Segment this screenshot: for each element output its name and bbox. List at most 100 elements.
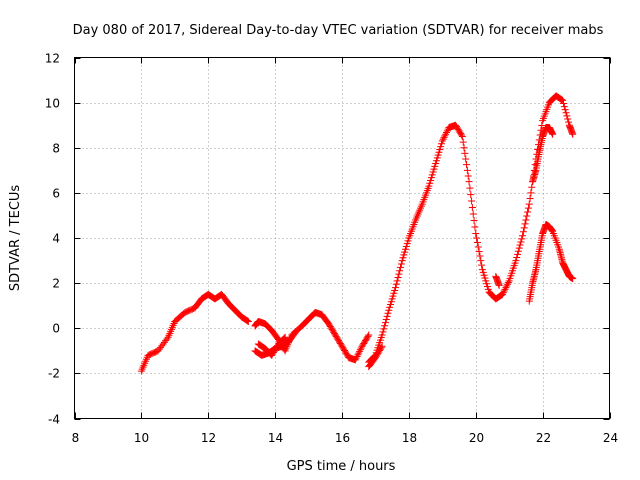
data-point (471, 223, 479, 231)
data-point (356, 347, 364, 355)
data-point (442, 130, 450, 138)
data-point (467, 191, 475, 199)
grid-lines (74, 57, 610, 419)
data-point (499, 289, 507, 297)
data-point (528, 183, 536, 191)
x-tick-label: 8 (72, 431, 80, 445)
data-point (461, 149, 469, 157)
y-axis-label: SDTVAR / TECUs (8, 185, 23, 292)
data-point (355, 349, 363, 357)
data-point (504, 280, 512, 288)
data-point (279, 335, 287, 343)
data-point (562, 109, 570, 117)
data-point (527, 189, 535, 197)
data-point (477, 257, 485, 265)
data-point (291, 329, 299, 337)
data-point (561, 106, 569, 114)
data-point (560, 99, 568, 107)
data-point (500, 287, 508, 295)
data-point (519, 232, 527, 240)
data-point (473, 234, 481, 242)
series-mabs-d (254, 333, 289, 359)
data-point (465, 178, 473, 186)
data-point (439, 135, 447, 143)
data-point (441, 132, 449, 140)
data-point (495, 281, 503, 289)
data-point (464, 172, 472, 180)
data-point (397, 263, 405, 271)
x-tick-label: 20 (469, 431, 484, 445)
data-point (503, 282, 511, 290)
y-tick-label: -2 (48, 367, 60, 381)
data-point (514, 250, 522, 258)
data-point (357, 344, 365, 352)
data-point (392, 284, 399, 292)
data-points (137, 92, 577, 375)
data-point (524, 204, 532, 212)
data-point (378, 331, 386, 339)
data-point (466, 184, 474, 192)
data-point (458, 132, 466, 140)
data-point (521, 220, 529, 228)
data-point (564, 115, 572, 123)
x-tick-label: 14 (268, 431, 283, 445)
data-point (475, 248, 483, 256)
data-point (478, 261, 486, 269)
data-point (377, 344, 385, 352)
data-point (394, 273, 402, 281)
data-point (397, 260, 405, 268)
data-point (518, 235, 526, 243)
data-point (290, 330, 298, 338)
series-mabs-f (365, 342, 386, 371)
data-point (378, 342, 386, 350)
data-point (458, 131, 466, 139)
x-tick-labels: 8 10 12 14 16 18 20 22 24 (72, 431, 618, 445)
data-point (512, 257, 520, 265)
data-point (356, 346, 364, 354)
data-point (559, 96, 567, 104)
data-point (382, 316, 390, 324)
data-point (557, 95, 565, 103)
chart-title: Day 080 of 2017, Sidereal Day-to-day VTE… (73, 23, 604, 38)
x-tick-label: 22 (536, 431, 551, 445)
series-mabs-h (492, 272, 503, 289)
y-tick-labels: -4 -2 0 2 4 6 8 10 12 (45, 52, 60, 427)
y-tick-label: 0 (52, 322, 60, 336)
data-point (163, 335, 171, 343)
data-point (442, 129, 450, 137)
data-point (281, 333, 289, 341)
data-point (517, 238, 525, 246)
data-point (504, 279, 512, 287)
y-tick-label: 12 (45, 52, 60, 66)
data-point (474, 243, 482, 251)
data-point (476, 252, 484, 260)
data-point (515, 244, 523, 252)
data-point (525, 200, 533, 208)
data-point (443, 127, 451, 135)
data-point (472, 229, 480, 237)
data-point (526, 195, 534, 203)
data-point (280, 334, 288, 342)
data-point (468, 204, 476, 212)
data-point (569, 275, 577, 283)
data-point (393, 277, 401, 285)
x-tick-label: 12 (201, 431, 216, 445)
y-tick-label: 4 (52, 232, 60, 246)
x-tick-label: 24 (603, 431, 618, 445)
data-point (438, 137, 446, 145)
data-point (469, 210, 477, 218)
data-point (520, 224, 528, 232)
x-tick-label: 18 (402, 431, 417, 445)
data-point (523, 212, 531, 220)
x-tick-label: 16 (335, 431, 350, 445)
y-tick-label: -4 (48, 413, 60, 427)
data-point (380, 325, 388, 333)
data-point (499, 290, 506, 298)
data-point (519, 228, 527, 236)
data-point (395, 270, 403, 278)
data-point (460, 144, 468, 152)
data-point (351, 356, 359, 364)
data-point (473, 239, 481, 247)
series-mabs-a (137, 290, 252, 375)
data-point (243, 316, 251, 324)
